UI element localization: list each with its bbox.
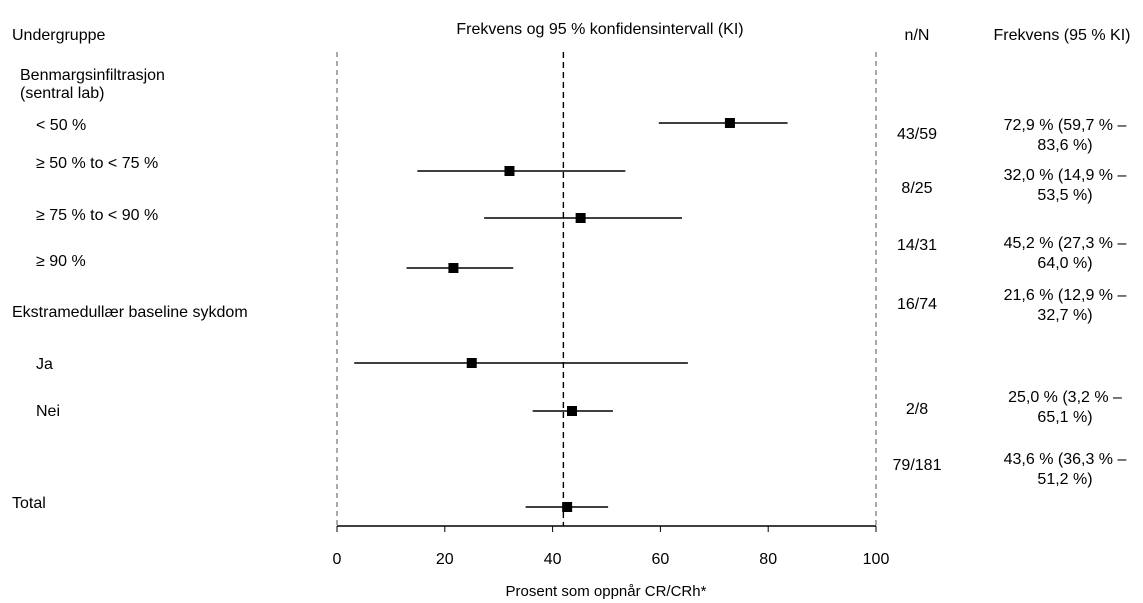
row-label-50-75: ≥ 50 % to < 75 % <box>36 155 158 172</box>
row-label-total: Total <box>12 495 46 512</box>
x-tick-label-1: 20 <box>436 551 454 568</box>
estimate-marker-nei <box>567 406 578 416</box>
nN-lt50: 43/59 <box>897 126 937 143</box>
x-tick-label-3: 60 <box>652 551 670 568</box>
header-nN: n/N <box>905 27 930 44</box>
freq-lt50-line1: 72,9 % (59,7 % – <box>1004 117 1127 134</box>
freq-nei-line1: 43,6 % (36,3 % – <box>1004 451 1127 468</box>
row-label-ge90: ≥ 90 % <box>36 253 86 270</box>
freq-50-75-line2: 53,5 %) <box>1037 187 1092 204</box>
header-freq: Frekvens (95 % KI) <box>994 27 1131 44</box>
nN-nei: 79/181 <box>893 457 942 474</box>
nN-ge90: 16/74 <box>897 296 937 313</box>
header-subgroup: Undergruppe <box>12 27 106 44</box>
nN-75-90: 14/31 <box>897 237 937 254</box>
estimate-marker-ge90 <box>448 263 459 273</box>
freq-ge90-line1: 21,6 % (12,9 % – <box>1004 287 1127 304</box>
nN-50-75: 8/25 <box>901 180 932 197</box>
row-label-75-90: ≥ 75 % to < 90 % <box>36 207 158 224</box>
estimate-marker-lt50 <box>724 118 735 128</box>
nN-ja: 2/8 <box>906 401 928 418</box>
row-label-lt50: < 50 % <box>36 117 86 134</box>
freq-ge90-line2: 32,7 %) <box>1037 307 1092 324</box>
row-label-ja: Ja <box>36 356 53 373</box>
freq-lt50-line2: 83,6 %) <box>1037 137 1092 154</box>
estimate-marker-75-90 <box>575 213 586 223</box>
freq-ja-line2: 65,1 %) <box>1037 409 1092 426</box>
x-axis-title: Prosent som oppnår CR/CRh* <box>506 583 707 600</box>
x-tick-label-5: 100 <box>863 551 890 568</box>
row-label-nei: Nei <box>36 403 60 420</box>
estimate-marker-total <box>562 502 573 512</box>
group-heading-bone-marrow-sub: (sentral lab) <box>20 85 104 102</box>
x-tick-label-4: 80 <box>759 551 777 568</box>
freq-75-90-line2: 64,0 %) <box>1037 255 1092 272</box>
freq-nei-line2: 51,2 %) <box>1037 471 1092 488</box>
group-heading-bone-marrow: Benmargsinfiltrasjon <box>20 67 165 84</box>
x-tick-label-2: 40 <box>544 551 562 568</box>
freq-75-90-line1: 45,2 % (27,3 % – <box>1004 235 1127 252</box>
x-tick-label-0: 0 <box>333 551 342 568</box>
estimate-marker-50-75 <box>504 166 515 176</box>
freq-50-75-line1: 32,0 % (14,9 % – <box>1004 167 1127 184</box>
group-heading-extramedullary: Ekstramedullær baseline sykdom <box>12 304 248 321</box>
header-plot: Frekvens og 95 % konfidensintervall (KI) <box>456 21 743 38</box>
freq-ja-line1: 25,0 % (3,2 % – <box>1008 389 1122 406</box>
estimate-marker-ja <box>466 358 477 368</box>
